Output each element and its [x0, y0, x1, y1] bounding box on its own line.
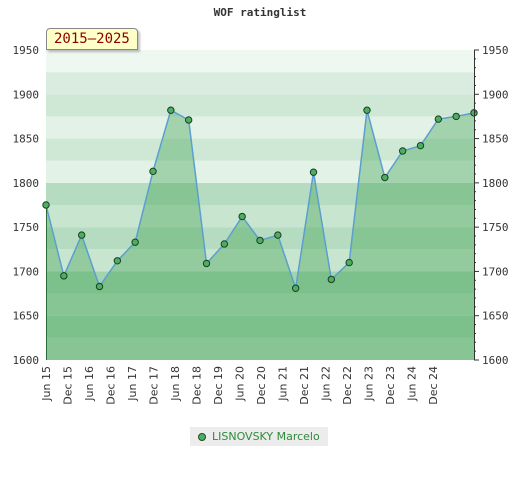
x-tick-label: Jun 24 [406, 366, 419, 402]
legend-label: LISNOVSKY Marcelo [212, 430, 320, 443]
x-tick-label: Dec 19 [212, 366, 225, 405]
data-point [202, 259, 211, 268]
background-band [46, 160, 474, 183]
x-tick-label: Jun 20 [234, 366, 247, 402]
y-tick-label-right: 1850 [482, 133, 509, 146]
y-tick-label-left: 1650 [13, 310, 40, 323]
data-point [309, 168, 318, 176]
y-tick-label-left: 1700 [13, 265, 40, 278]
legend-marker [198, 432, 206, 441]
background-band [46, 271, 474, 294]
legend: LISNOVSKY Marcelo [190, 427, 328, 446]
data-point [60, 272, 68, 280]
y-tick-label-left: 1900 [13, 88, 40, 101]
x-tick-label: Dec 15 [62, 366, 75, 405]
x-tick-label: Jun 15 [40, 366, 53, 402]
y-tick-label-right: 1900 [482, 88, 509, 101]
background-band [46, 50, 474, 73]
x-tick-label: Jun 18 [169, 366, 182, 402]
background-band [46, 293, 474, 316]
background-band [46, 315, 474, 338]
y-tick-label-left: 1800 [13, 177, 40, 190]
x-tick-label: Dec 16 [105, 366, 118, 405]
date-range-badge: 2015–2025 [46, 28, 138, 50]
x-tick-label: Jun 23 [363, 366, 376, 402]
y-tick-label-right: 1750 [482, 221, 509, 234]
data-point [238, 212, 246, 221]
x-tick-label: Jun 16 [83, 366, 96, 402]
background-band [46, 249, 474, 272]
data-point [220, 240, 229, 248]
background-band [46, 94, 474, 117]
data-point [131, 238, 139, 246]
x-tick-label: Jun 17 [126, 366, 139, 402]
background-band [46, 72, 474, 95]
data-point [434, 115, 443, 123]
x-tick-label: Jun 21 [277, 366, 290, 402]
y-tick-label-left: 1950 [13, 44, 40, 57]
x-tick-label: Dec 21 [298, 366, 311, 405]
data-point [77, 231, 86, 239]
data-point [42, 201, 50, 209]
background-band [46, 182, 474, 205]
background-band [46, 138, 474, 161]
data-point [167, 106, 175, 114]
data-point [291, 284, 300, 292]
data-point [256, 236, 264, 245]
x-tick-label: Dec 20 [255, 366, 268, 405]
background-band [46, 205, 474, 228]
data-point [184, 116, 193, 124]
x-tick-label: Jun 22 [320, 366, 333, 402]
data-point [398, 147, 407, 155]
data-point [113, 257, 122, 265]
y-tick-label-left: 1600 [13, 354, 40, 367]
x-tick-label: Dec 23 [384, 366, 397, 405]
y-tick-label-right: 1700 [482, 265, 509, 278]
y-tick-label-left: 1850 [13, 133, 40, 146]
y-tick-label-left: 1750 [13, 221, 40, 234]
y-tick-label-right: 1650 [482, 310, 509, 323]
data-point [95, 282, 104, 291]
data-point [381, 173, 389, 182]
background-band [46, 337, 474, 360]
y-tick-label-right: 1600 [482, 354, 509, 367]
data-point [416, 141, 425, 150]
data-point [345, 258, 353, 267]
chart-title: WOF ratinglist [213, 6, 307, 19]
y-tick-label-right: 1800 [482, 177, 509, 190]
x-tick-label: Dec 17 [148, 366, 161, 405]
background-band [46, 116, 474, 139]
data-point [274, 231, 282, 239]
x-tick-label: Dec 24 [427, 366, 440, 405]
y-tick-label-right: 1950 [482, 44, 509, 57]
x-tick-label: Dec 22 [341, 366, 354, 405]
data-point [327, 275, 336, 284]
data-point [149, 167, 157, 176]
x-tick-label: Dec 18 [191, 366, 204, 405]
data-point [452, 112, 460, 121]
data-point [363, 106, 371, 114]
